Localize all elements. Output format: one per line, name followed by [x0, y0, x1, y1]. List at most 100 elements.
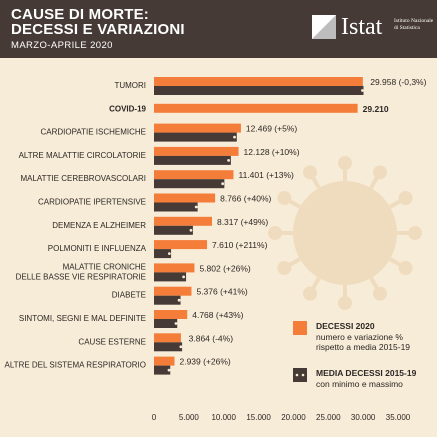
istat-logo: Istat Istituto Nazionale di Statistica	[312, 12, 433, 44]
legend-title-current: DECESSI 2020	[316, 321, 375, 331]
bar-average	[154, 365, 171, 375]
min-marker	[194, 205, 198, 209]
category-label: SINTOMI, SEGNI E MAL DEFINITE	[19, 314, 146, 323]
max-marker	[237, 135, 241, 139]
category-label: DEMENZA E ALZHEIMER	[52, 221, 146, 230]
page-title: CAUSE DI MORTE: DECESSI E VARIAZIONI	[11, 7, 185, 37]
min-marker	[227, 159, 230, 162]
value-label: 3.864 (-4%)	[189, 333, 234, 343]
max-marker	[182, 345, 186, 349]
x-tick-label: 10.000	[211, 413, 236, 422]
x-tick-label: 25.000	[316, 413, 341, 422]
header: CAUSE DI MORTE: DECESSI E VARIAZIONI MAR…	[0, 0, 437, 58]
bar-2020	[154, 240, 208, 250]
bar-chart: TUMORI 29.958 (-0,3%) COVID-19 29.210 CARDIO…	[4, 77, 427, 422]
bar-2020	[154, 123, 241, 133]
bar-2020	[154, 286, 192, 296]
max-marker	[180, 298, 184, 302]
page-subtitle: MARZO-APRILE 2020	[11, 40, 113, 51]
x-tick-label: 20.000	[281, 413, 306, 422]
x-tick-label: 30.000	[351, 413, 376, 422]
min-marker	[361, 89, 364, 92]
max-marker	[197, 205, 201, 209]
value-label: 11.401 (+13%)	[238, 170, 294, 180]
bar-average	[154, 272, 187, 282]
bar-average	[154, 202, 198, 212]
value-label: 12.469 (+5%)	[246, 124, 297, 134]
bar-average	[154, 225, 193, 235]
category-label: TUMORI	[114, 81, 146, 90]
logo-subtitle: Istituto Nazionale di Statistica	[394, 18, 434, 31]
title-line-1: CAUSE DI MORTE:	[11, 6, 149, 23]
x-tick-label: 15.000	[246, 413, 271, 422]
bar-2020	[154, 333, 181, 343]
min-marker	[182, 275, 186, 279]
bar-average	[154, 86, 364, 95]
value-label: 29.210	[363, 104, 389, 114]
category-label: CARDIOPATIE ISCHEMICHE	[41, 128, 147, 137]
category-label: ALTRE MALATTIE CIRCOLATORIE	[19, 151, 146, 160]
bar-2020	[154, 263, 195, 273]
bar-2020	[154, 146, 239, 156]
istat-logo-icon	[312, 15, 336, 39]
category-label: MALATTIE CEREBROVASCOLARI	[20, 174, 146, 183]
value-label: 8.766 (+40%)	[220, 194, 271, 204]
logo-wordmark: Istat	[341, 14, 383, 40]
bar-2020	[154, 170, 234, 180]
category-label: COVID-19	[109, 104, 146, 113]
bar-2020	[154, 310, 188, 319]
min-marker	[174, 322, 178, 325]
min-marker	[189, 228, 193, 232]
min-marker	[177, 298, 181, 302]
max-marker	[172, 252, 176, 256]
value-label: 2.939 (+26%)	[179, 357, 230, 367]
max-marker	[231, 159, 235, 162]
max-marker	[187, 275, 190, 279]
value-label: 8.317 (+49%)	[217, 217, 268, 227]
legend-swatch-current	[293, 321, 307, 335]
value-label: 4.768 (+43%)	[192, 310, 243, 320]
min-marker	[221, 182, 225, 186]
min-marker	[233, 135, 236, 139]
legend-text-current: numero e variazione % rispetto a media 2…	[316, 332, 411, 352]
min-marker	[167, 252, 171, 256]
category-label: ALTRE DEL SISTEMA RESPIRATORIO	[4, 361, 146, 370]
bar-2020	[154, 103, 358, 113]
value-label: 5.376 (+41%)	[196, 287, 247, 297]
min-marker	[179, 345, 183, 349]
bar-average	[154, 249, 172, 259]
legend-swatch-average	[293, 368, 307, 382]
bar-average	[154, 132, 237, 142]
bar-2020	[154, 356, 175, 366]
virus-watermark-icon	[268, 156, 422, 310]
bar-2020	[154, 216, 212, 226]
max-marker	[170, 368, 173, 372]
value-label: 12.128 (+10%)	[244, 147, 300, 157]
category-label: CARDIOPATIE IPERTENSIVE	[38, 198, 146, 207]
legend-title-average: MEDIA DECESSI 2015-19	[316, 368, 417, 378]
bar-average	[154, 295, 181, 305]
min-marker	[167, 368, 171, 372]
bar-average	[154, 342, 183, 352]
x-tick-label: 0	[152, 413, 157, 422]
legend-average-marker-icon	[295, 373, 305, 377]
value-label: 7.610 (+211%)	[212, 240, 268, 250]
max-marker	[177, 322, 180, 325]
max-marker	[224, 182, 228, 186]
bar-average	[154, 179, 225, 189]
bar-2020	[154, 193, 216, 203]
bar-average	[154, 155, 231, 165]
value-label: 29.958 (-0,3%)	[370, 77, 426, 87]
max-marker	[363, 89, 367, 92]
category-label: MALATTIE CRONICHE DELLE BASSE VIE RESPIRA…	[16, 262, 146, 281]
category-label: CAUSE ESTERNE	[78, 337, 146, 346]
max-marker	[193, 228, 197, 232]
value-label: 5.802 (+26%)	[199, 263, 250, 273]
x-tick-label: 5.000	[179, 413, 200, 422]
legend-text-average: con minimo e massimo	[316, 379, 403, 389]
x-tick-label: 35.000	[386, 413, 411, 422]
title-line-2: DECESSI E VARIAZIONI	[11, 21, 185, 38]
category-label: POLMONITI E INFLUENZA	[48, 244, 147, 253]
bar-2020	[154, 77, 363, 86]
